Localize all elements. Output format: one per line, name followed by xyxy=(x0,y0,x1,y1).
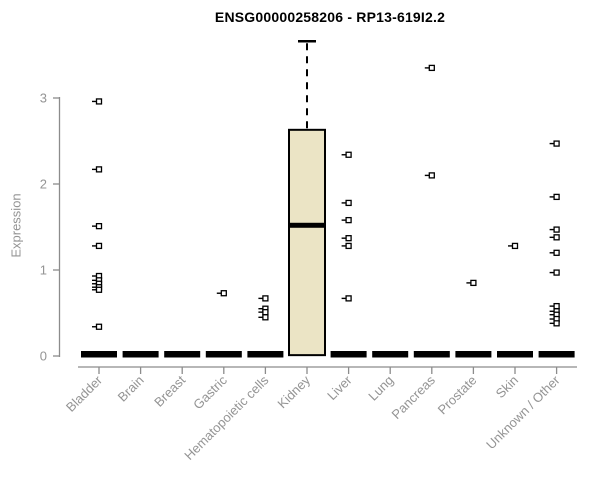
collapsed-box xyxy=(122,351,159,358)
x-category-label: Kidney xyxy=(274,372,313,411)
outlier-point xyxy=(262,314,269,321)
collapsed-box xyxy=(247,351,284,358)
outlier-point xyxy=(95,286,103,293)
outlier-point xyxy=(220,290,227,297)
outlier-point xyxy=(95,222,103,230)
median-line xyxy=(289,222,325,228)
collapsed-box xyxy=(205,351,242,358)
x-category-label: Lung xyxy=(365,373,396,404)
x-category-label: Pancreas xyxy=(388,372,438,422)
outlier-point xyxy=(553,234,560,241)
collapsed-box xyxy=(455,351,492,358)
collapsed-box xyxy=(372,351,409,358)
outlier-point xyxy=(345,242,352,250)
collapsed-box xyxy=(330,351,367,358)
outlier-point xyxy=(95,166,103,173)
y-tick-label: 0 xyxy=(40,349,47,364)
outlier-point xyxy=(345,295,352,302)
outlier-point xyxy=(553,226,560,233)
outlier-point xyxy=(553,193,560,201)
x-category-label: Skin xyxy=(493,373,521,401)
outlier-point xyxy=(345,216,352,224)
outlier-point xyxy=(553,249,560,256)
chart-title: ENSG00000258206 - RP13-619I2.2 xyxy=(214,9,446,25)
outlier-point xyxy=(553,140,560,147)
collapsed-box xyxy=(413,351,450,358)
collapsed-box xyxy=(81,351,117,358)
outlier-point xyxy=(262,308,269,316)
x-category-label: Breast xyxy=(151,372,188,409)
outlier-point xyxy=(553,302,560,310)
collapsed-box xyxy=(497,351,533,358)
y-tick-label: 2 xyxy=(40,177,47,192)
x-category-label: Prostate xyxy=(435,373,480,418)
outlier-point xyxy=(95,242,103,250)
x-category-label: Bladder xyxy=(63,372,106,415)
outlier-point xyxy=(428,172,435,179)
outlier-point xyxy=(470,279,477,287)
outlier-point xyxy=(511,242,519,250)
x-category-label: Brain xyxy=(115,373,147,405)
collapsed-box xyxy=(164,351,201,358)
y-tick-label: 3 xyxy=(40,91,47,106)
collapsed-box xyxy=(538,351,575,358)
x-category-label: Unknown / Other xyxy=(483,372,563,452)
outlier-point xyxy=(345,199,352,207)
outlier-point xyxy=(553,269,560,276)
outlier-point xyxy=(345,235,352,242)
outlier-point xyxy=(95,98,103,105)
outlier-point xyxy=(95,323,103,330)
outlier-point xyxy=(345,151,352,158)
outlier-point xyxy=(262,295,269,302)
outlier-point xyxy=(553,320,560,327)
x-category-label: Liver xyxy=(324,372,355,403)
box xyxy=(288,128,326,357)
x-category-label: Gastric xyxy=(190,372,230,412)
outlier-point xyxy=(428,64,435,72)
y-tick-label: 1 xyxy=(40,263,47,278)
